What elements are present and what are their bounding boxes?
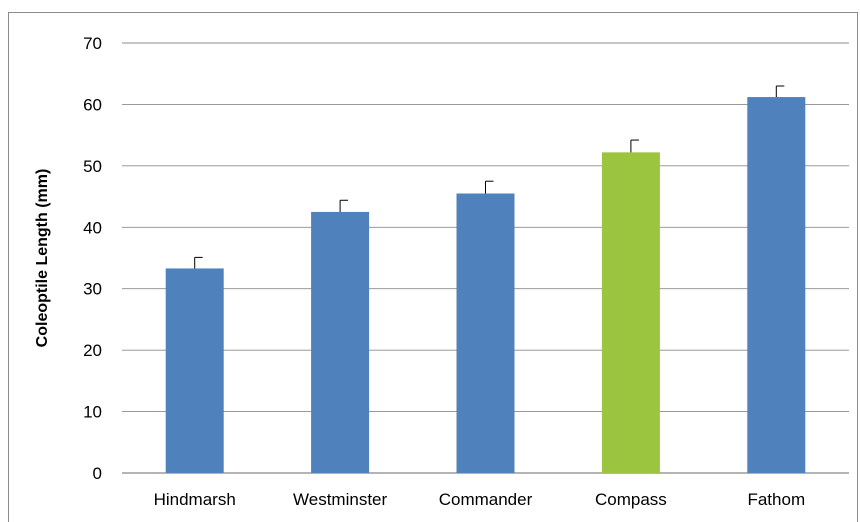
x-tick-label-hindmarsh: Hindmarsh [154, 490, 236, 509]
y-tick-label: 30 [83, 280, 102, 299]
y-tick-label: 60 [83, 95, 102, 114]
bars [165, 97, 806, 474]
x-tick-label-commander: Commander [439, 490, 533, 509]
error-bars [194, 85, 785, 269]
y-tick-label: 70 [83, 34, 102, 53]
bar-fathom [747, 97, 806, 474]
bar-commander [456, 193, 515, 473]
bar-compass [601, 152, 660, 474]
bar-westminster [311, 211, 370, 473]
x-axis-ticks: Hindmarsh Westminster Commander Compass Fath… [154, 490, 806, 509]
y-axis-ticks: 0 10 20 30 40 50 60 70 [83, 34, 102, 483]
y-tick-label: 50 [83, 157, 102, 176]
x-tick-label-fathom: Fathom [747, 490, 805, 509]
y-tick-label: 20 [83, 341, 102, 360]
x-tick-label-westminster: Westminster [293, 490, 387, 509]
y-tick-label: 0 [93, 464, 102, 483]
x-tick-label-compass: Compass [595, 490, 667, 509]
chart-frame [8, 12, 858, 522]
bar-hindmarsh [165, 268, 224, 473]
y-axis-title: Coleoptile Length (mm) [34, 169, 51, 348]
y-tick-label: 10 [83, 403, 102, 422]
y-tick-label: 40 [83, 218, 102, 237]
